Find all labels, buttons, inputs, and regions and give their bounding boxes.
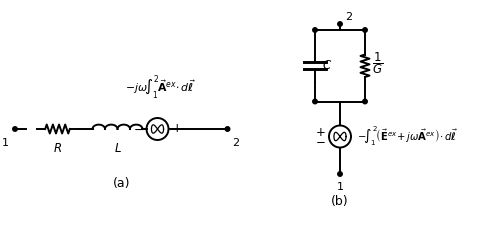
Text: $-\!\int_1^2\!\left(\vec{\mathbf{E}}^{ex}\!+j\omega\vec{\mathbf{A}}^{ex}\right)\: $-\!\int_1^2\!\left(\vec{\mathbf{E}}^{ex… <box>357 125 458 148</box>
Text: $R$: $R$ <box>53 142 62 155</box>
Circle shape <box>225 127 230 131</box>
Text: (b): (b) <box>331 195 349 208</box>
Text: (a): (a) <box>112 177 130 190</box>
Text: 2: 2 <box>345 11 352 22</box>
Circle shape <box>313 99 318 104</box>
Text: $+$: $+$ <box>171 123 182 136</box>
Text: $\dfrac{1}{G}$: $\dfrac{1}{G}$ <box>372 50 383 76</box>
Text: $C$: $C$ <box>322 59 332 72</box>
Circle shape <box>363 99 367 104</box>
Circle shape <box>13 127 17 131</box>
Circle shape <box>338 22 342 26</box>
Text: $L$: $L$ <box>114 142 122 155</box>
Text: $+$: $+$ <box>316 126 326 139</box>
Text: $-$: $-$ <box>316 134 326 147</box>
Circle shape <box>338 172 342 176</box>
Circle shape <box>363 28 367 32</box>
Text: $-j\omega\!\int_1^2\!\vec{\mathbf{A}}^{ex}\!\cdot d\vec{\boldsymbol{\ell}}$: $-j\omega\!\int_1^2\!\vec{\mathbf{A}}^{e… <box>124 73 196 101</box>
Circle shape <box>313 28 318 32</box>
Text: 2: 2 <box>232 138 239 148</box>
Text: 1: 1 <box>336 182 344 191</box>
Text: $-$: $-$ <box>133 123 144 136</box>
Text: 1: 1 <box>2 138 9 148</box>
